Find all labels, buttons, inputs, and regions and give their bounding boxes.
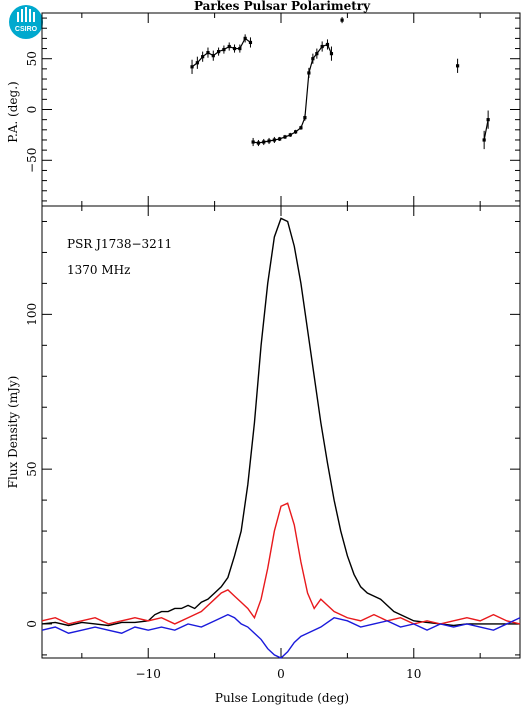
- pa-point: [340, 18, 344, 22]
- pa-point: [251, 140, 255, 144]
- pa-point: [227, 44, 231, 49]
- pa-point: [303, 116, 307, 120]
- pa-point: [320, 44, 324, 49]
- x-tick-label: 10: [406, 667, 421, 681]
- pa-point: [267, 139, 271, 143]
- pa-y-tick-label: −50: [25, 148, 39, 173]
- source-label: PSR J1738−3211: [67, 237, 172, 251]
- pa-point: [455, 64, 460, 68]
- pa-axis-label: P.A. (deg.): [6, 81, 20, 142]
- pa-segment: [191, 37, 251, 68]
- x-tick-label: 0: [277, 667, 285, 681]
- pa-segment: [483, 119, 489, 141]
- x-tick-label: −10: [136, 667, 161, 681]
- pa-point: [329, 52, 334, 56]
- pa-point: [311, 57, 315, 61]
- pa-point: [248, 40, 253, 45]
- pa-point: [325, 42, 330, 47]
- circular-intensity-line: [41, 613, 521, 659]
- csiro-logo: CSIRO: [9, 5, 43, 39]
- pa-point: [262, 140, 266, 144]
- pa-y-tick-label: 50: [25, 51, 39, 66]
- pa-point: [190, 65, 194, 69]
- chart-title: Parkes Pulsar Polarimetry: [194, 0, 371, 13]
- pa-point: [307, 71, 311, 75]
- linear-intensity-line: [41, 502, 521, 625]
- pa-point: [243, 36, 247, 40]
- pa-point: [315, 52, 319, 56]
- flux-y-tick-label: 0: [25, 620, 39, 628]
- pa-point: [283, 135, 287, 139]
- pa-point: [232, 46, 237, 51]
- pa-panel-frame: [41, 12, 521, 207]
- pa-point: [294, 130, 298, 134]
- pa-point: [238, 46, 242, 51]
- flux-data-marks: [41, 217, 521, 659]
- pa-point: [278, 137, 282, 141]
- pa-point: [195, 61, 199, 65]
- pa-point: [206, 51, 210, 55]
- pa-point: [222, 47, 226, 52]
- pa-point: [486, 118, 490, 122]
- pa-segment: [253, 43, 333, 144]
- pa-point: [288, 133, 292, 137]
- flux-y-tick-label: 100: [25, 303, 39, 326]
- logo-bars-icon: [17, 7, 35, 22]
- frequency-label: 1370 MHz: [67, 263, 130, 277]
- pa-point: [299, 126, 303, 130]
- flux-axis-label: Flux Density (mJy): [6, 376, 20, 489]
- flux-y-tick-label: 50: [25, 462, 39, 477]
- pa-point: [216, 50, 221, 54]
- pa-data-marks: [190, 17, 490, 150]
- pa-point: [256, 141, 261, 145]
- total-intensity-line: [41, 217, 520, 627]
- pa-y-tick-label: 0: [25, 106, 39, 114]
- x-axis-label: Pulse Longitude (deg): [215, 691, 349, 705]
- pa-point: [211, 54, 215, 58]
- pa-point: [482, 138, 486, 142]
- pa-point: [272, 138, 276, 142]
- pa-axis-ticks: −50 0 50: [25, 13, 520, 206]
- pa-point: [201, 55, 205, 59]
- logo-text: CSIRO: [15, 26, 38, 33]
